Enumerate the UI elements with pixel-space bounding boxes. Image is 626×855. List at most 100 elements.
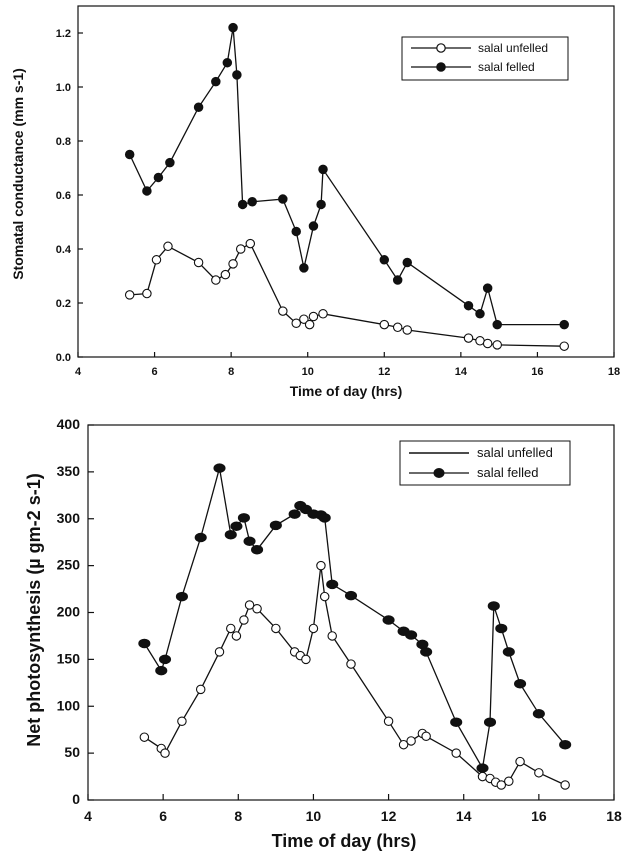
y-tick-label: 1.0 xyxy=(56,82,71,94)
data-point-salal-unfelled xyxy=(383,716,394,726)
data-point-salal-felled xyxy=(142,186,152,196)
data-point-salal-felled xyxy=(291,226,301,237)
data-point-salal-unfelled xyxy=(291,318,301,328)
data-point-salal-unfelled xyxy=(316,560,326,571)
x-tick-label: 8 xyxy=(234,808,242,824)
data-point-salal-felled xyxy=(405,630,418,640)
data-point-salal-unfelled xyxy=(319,591,330,602)
data-point-salal-felled xyxy=(228,22,238,33)
data-point-salal-unfelled xyxy=(560,780,570,790)
y-tick-label: 1.2 xyxy=(56,28,71,40)
x-tick-label: 18 xyxy=(606,808,622,824)
y-axis-title: Net photosynthesis (µ gm-2 s-1) xyxy=(24,473,44,746)
y-tick-label: 150 xyxy=(57,650,81,666)
series-group xyxy=(138,463,572,790)
series-line-salal-unfelled xyxy=(129,242,565,347)
x-tick-label: 18 xyxy=(608,366,620,378)
data-point-salal-unfelled xyxy=(252,603,262,614)
x-tick-label: 16 xyxy=(531,366,543,378)
data-point-salal-unfelled xyxy=(142,288,152,299)
legend: salal unfelled salal felled xyxy=(401,36,569,81)
data-point-salal-felled xyxy=(155,665,168,676)
x-tick-label: 14 xyxy=(455,366,468,378)
legend-label-unfelled: salal unfelled xyxy=(477,445,553,460)
x-axis-title: Time of day (hrs) xyxy=(272,831,417,851)
x-tick-label: 10 xyxy=(302,366,314,378)
series-line-salal-felled xyxy=(143,467,566,771)
y-tick-label: 0.6 xyxy=(56,190,71,202)
data-point-salal-felled xyxy=(165,157,175,168)
data-point-salal-unfelled xyxy=(193,257,204,268)
series-group xyxy=(124,22,569,351)
data-point-salal-unfelled xyxy=(482,338,493,349)
data-point-salal-felled xyxy=(559,739,572,750)
data-point-salal-unfelled xyxy=(402,325,413,335)
data-point-salal-felled xyxy=(475,309,485,319)
data-point-salal-unfelled xyxy=(278,306,288,316)
data-point-salal-unfelled xyxy=(318,309,328,319)
data-point-salal-felled xyxy=(476,763,489,773)
y-tick-label: 100 xyxy=(57,697,81,713)
legend-box xyxy=(399,440,571,486)
data-point-salal-unfelled xyxy=(463,333,474,343)
data-point-salal-unfelled xyxy=(301,654,311,665)
data-point-salal-felled xyxy=(483,717,497,727)
legend-label-felled: salal felled xyxy=(477,465,538,480)
data-point-salal-felled xyxy=(420,647,433,657)
net-photosynthesis-chart: 4 6 8 10 12 14 16 18 0 50 100 150 200 250 300 350 400 T… xyxy=(24,416,622,851)
data-point-salal-felled xyxy=(299,263,309,273)
data-point-salal-felled xyxy=(450,717,463,727)
legend-label-unfelled: salal unfelled xyxy=(478,41,548,55)
data-point-salal-unfelled xyxy=(392,322,403,333)
data-point-salal-felled xyxy=(502,647,515,657)
x-axis-ticks: 4 6 8 10 12 14 16 18 xyxy=(75,352,620,378)
data-point-salal-felled xyxy=(495,623,508,634)
data-point-salal-felled xyxy=(492,319,502,330)
x-tick-label: 4 xyxy=(75,366,82,378)
data-point-salal-felled xyxy=(278,194,288,204)
y-tick-label: 200 xyxy=(57,604,81,620)
data-point-salal-felled xyxy=(318,164,328,175)
data-point-salal-unfelled xyxy=(496,780,507,790)
data-point-salal-felled xyxy=(559,319,569,330)
data-point-salal-unfelled xyxy=(398,739,409,750)
data-point-salal-felled xyxy=(211,76,221,87)
x-tick-label: 12 xyxy=(381,808,397,824)
data-point-salal-felled xyxy=(392,275,403,285)
data-point-salal-unfelled xyxy=(308,623,319,634)
y-tick-label: 50 xyxy=(64,744,80,760)
x-tick-label: 4 xyxy=(84,808,92,824)
data-point-salal-unfelled xyxy=(195,684,206,695)
data-point-salal-unfelled xyxy=(304,319,315,330)
data-point-salal-unfelled xyxy=(451,748,461,758)
data-point-salal-felled xyxy=(158,654,172,665)
y-tick-label: 250 xyxy=(57,557,81,573)
data-point-salal-felled xyxy=(124,149,135,160)
x-axis-title: Time of day (hrs) xyxy=(290,383,403,399)
data-point-salal-unfelled xyxy=(492,340,502,350)
data-point-salal-felled xyxy=(243,536,256,546)
data-point-salal-felled xyxy=(288,509,301,519)
data-point-salal-felled xyxy=(194,532,207,543)
data-point-salal-felled xyxy=(230,521,243,531)
data-point-salal-felled xyxy=(232,70,242,80)
data-point-salal-felled xyxy=(247,197,257,207)
data-point-salal-felled xyxy=(326,579,339,590)
y-axis-ticks: 0 50 100 150 200 250 300 350 400 xyxy=(57,416,94,807)
data-point-salal-unfelled xyxy=(163,241,173,252)
data-point-salal-felled xyxy=(463,300,474,311)
data-point-salal-unfelled xyxy=(346,659,356,669)
y-tick-label: 0.8 xyxy=(56,136,71,148)
y-tick-label: 0.0 xyxy=(56,352,71,364)
data-point-salal-felled xyxy=(237,513,250,523)
data-point-salal-felled xyxy=(514,678,527,689)
x-tick-label: 14 xyxy=(456,808,472,824)
y-tick-label: 300 xyxy=(57,510,81,526)
y-axis-ticks: 0.0 0.2 0.4 0.6 0.8 1.0 1.2 xyxy=(56,28,83,364)
data-point-salal-felled xyxy=(213,463,226,473)
data-point-salal-unfelled xyxy=(151,255,162,265)
data-point-salal-unfelled xyxy=(235,244,246,254)
data-point-salal-felled xyxy=(316,199,326,210)
data-point-salal-unfelled xyxy=(504,776,514,786)
